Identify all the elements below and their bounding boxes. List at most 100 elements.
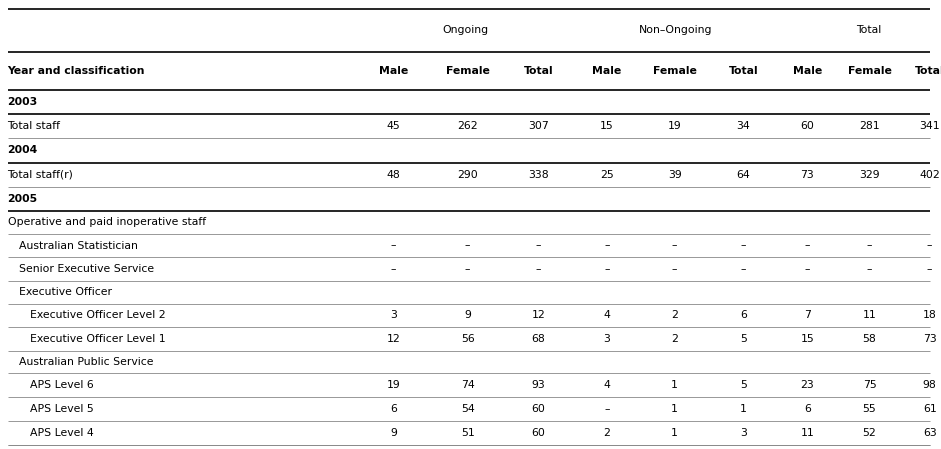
Text: 73: 73: [923, 334, 936, 344]
Text: –: –: [604, 264, 610, 274]
Text: 6: 6: [390, 404, 397, 414]
Text: APS Level 5: APS Level 5: [30, 404, 94, 414]
Text: 45: 45: [387, 121, 400, 131]
Text: –: –: [741, 241, 746, 251]
Text: 11: 11: [863, 310, 876, 321]
Text: 7: 7: [804, 310, 811, 321]
Text: 5: 5: [740, 334, 747, 344]
Text: 3: 3: [390, 310, 397, 321]
Text: 281: 281: [859, 121, 880, 131]
Text: Total: Total: [856, 26, 881, 35]
Text: –: –: [465, 241, 470, 251]
Text: 2: 2: [603, 427, 611, 438]
Text: 60: 60: [801, 121, 814, 131]
Text: 3: 3: [740, 427, 747, 438]
Text: 93: 93: [532, 380, 545, 390]
Text: 341: 341: [919, 121, 940, 131]
Text: –: –: [805, 264, 810, 274]
Text: 64: 64: [737, 170, 750, 180]
Text: 290: 290: [457, 170, 478, 180]
Text: –: –: [465, 264, 470, 274]
Text: 6: 6: [740, 310, 747, 321]
Text: 60: 60: [532, 404, 545, 414]
Text: Female: Female: [848, 66, 891, 76]
Text: 23: 23: [801, 380, 814, 390]
Text: 19: 19: [387, 380, 400, 390]
Text: 11: 11: [801, 427, 814, 438]
Text: –: –: [805, 241, 810, 251]
Text: –: –: [672, 241, 678, 251]
Text: Female: Female: [446, 66, 489, 76]
Text: 307: 307: [528, 121, 549, 131]
Text: 75: 75: [863, 380, 876, 390]
Text: APS Level 6: APS Level 6: [30, 380, 94, 390]
Text: 9: 9: [390, 427, 397, 438]
Text: Male: Male: [592, 66, 622, 76]
Text: –: –: [604, 404, 610, 414]
Text: 2003: 2003: [8, 97, 38, 107]
Text: –: –: [535, 241, 541, 251]
Text: APS Level 4: APS Level 4: [30, 427, 94, 438]
Text: –: –: [741, 264, 746, 274]
Text: –: –: [604, 241, 610, 251]
Text: 262: 262: [457, 121, 478, 131]
Text: 55: 55: [863, 404, 876, 414]
Text: 74: 74: [461, 380, 474, 390]
Text: Australian Statistician: Australian Statistician: [19, 241, 137, 251]
Text: 1: 1: [740, 404, 747, 414]
Text: 12: 12: [532, 310, 545, 321]
Text: 1: 1: [671, 380, 678, 390]
Text: 15: 15: [801, 334, 814, 344]
Text: 58: 58: [863, 334, 876, 344]
Text: 52: 52: [863, 427, 876, 438]
Text: –: –: [672, 264, 678, 274]
Text: Ongoing: Ongoing: [442, 26, 489, 35]
Text: 98: 98: [923, 380, 936, 390]
Text: 25: 25: [600, 170, 614, 180]
Text: 2004: 2004: [8, 145, 38, 155]
Text: 9: 9: [464, 310, 471, 321]
Text: –: –: [867, 241, 872, 251]
Text: 402: 402: [919, 170, 940, 180]
Text: 73: 73: [801, 170, 814, 180]
Text: Executive Officer: Executive Officer: [19, 287, 112, 297]
Text: 4: 4: [603, 310, 611, 321]
Text: 329: 329: [859, 170, 880, 180]
Text: Executive Officer Level 2: Executive Officer Level 2: [30, 310, 166, 321]
Text: Operative and paid inoperative staff: Operative and paid inoperative staff: [8, 217, 206, 228]
Text: –: –: [927, 241, 933, 251]
Text: Non–Ongoing: Non–Ongoing: [638, 26, 712, 35]
Text: 54: 54: [461, 404, 474, 414]
Text: 56: 56: [461, 334, 474, 344]
Text: –: –: [927, 264, 933, 274]
Text: 39: 39: [668, 170, 681, 180]
Text: Total staff(r): Total staff(r): [8, 170, 73, 180]
Text: 6: 6: [804, 404, 811, 414]
Text: 338: 338: [528, 170, 549, 180]
Text: 48: 48: [387, 170, 400, 180]
Text: Male: Male: [378, 66, 408, 76]
Text: –: –: [535, 264, 541, 274]
Text: –: –: [391, 264, 396, 274]
Text: Executive Officer Level 1: Executive Officer Level 1: [30, 334, 166, 344]
Text: –: –: [867, 264, 872, 274]
Text: 2: 2: [671, 310, 678, 321]
Text: Total: Total: [915, 66, 941, 76]
Text: 34: 34: [737, 121, 750, 131]
Text: 68: 68: [532, 334, 545, 344]
Text: Australian Public Service: Australian Public Service: [19, 357, 153, 367]
Text: 51: 51: [461, 427, 474, 438]
Text: 2005: 2005: [8, 194, 38, 204]
Text: Male: Male: [792, 66, 822, 76]
Text: 5: 5: [740, 380, 747, 390]
Text: 1: 1: [671, 427, 678, 438]
Text: Total: Total: [523, 66, 553, 76]
Text: Senior Executive Service: Senior Executive Service: [19, 264, 154, 274]
Text: 1: 1: [671, 404, 678, 414]
Text: 61: 61: [923, 404, 936, 414]
Text: 63: 63: [923, 427, 936, 438]
Text: 4: 4: [603, 380, 611, 390]
Text: 3: 3: [603, 334, 611, 344]
Text: Female: Female: [653, 66, 696, 76]
Text: 18: 18: [923, 310, 936, 321]
